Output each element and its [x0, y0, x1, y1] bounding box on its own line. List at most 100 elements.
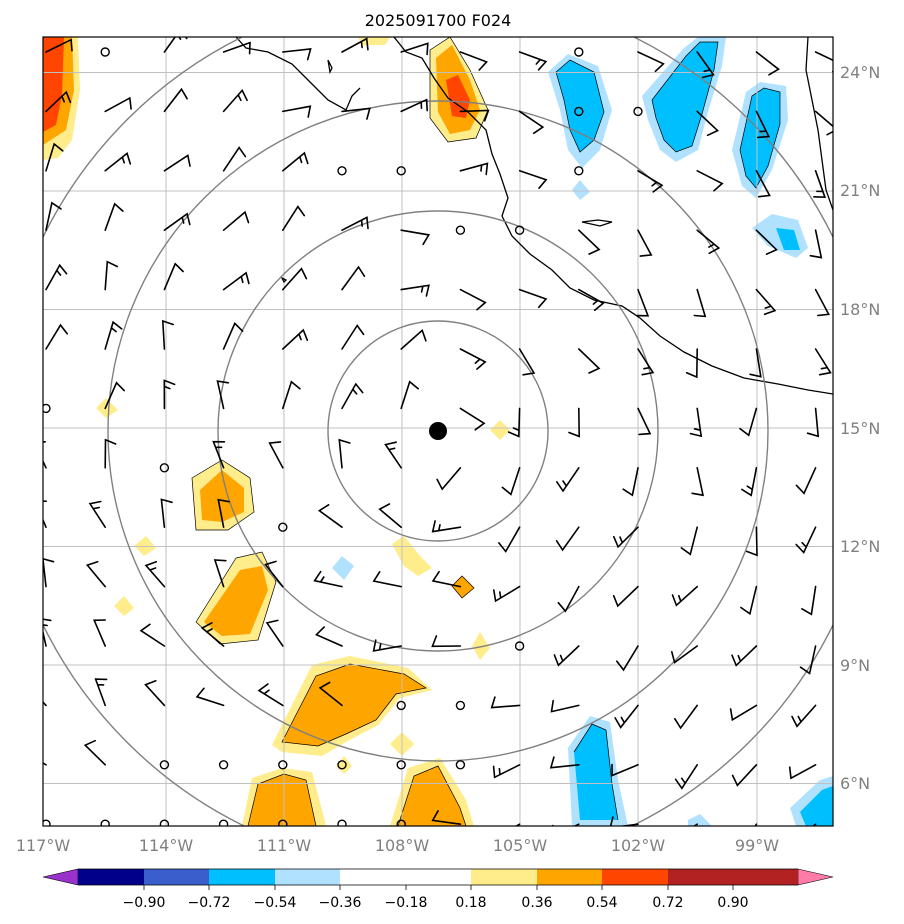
warm-area-west-b	[204, 566, 268, 636]
wind-barb	[755, 288, 777, 316]
colorbar-tick-label: −0.54	[254, 895, 297, 911]
colorbar-extend-min	[42, 868, 79, 886]
cool-area-east	[776, 228, 800, 250]
island-3	[280, 276, 288, 284]
wind-barb	[144, 680, 166, 707]
wind-barb	[518, 110, 545, 135]
wind-barb	[755, 229, 778, 255]
colorbar-bin	[406, 869, 471, 885]
wind-barb	[372, 571, 402, 588]
cool-area-se	[800, 786, 833, 826]
warm-area-sw	[248, 774, 316, 826]
wind-barb	[555, 526, 580, 552]
wind-barbs	[43, 37, 833, 826]
colorbar-bin	[144, 869, 209, 885]
colorbar-tick-label: 0.90	[717, 895, 748, 911]
wind-barb	[809, 229, 823, 259]
lat-label: 24°N	[840, 63, 880, 82]
wind-barb	[731, 645, 758, 667]
wind-barb	[518, 348, 536, 376]
calm-wind-marker	[100, 819, 110, 826]
wind-barb	[459, 288, 487, 311]
wind-barb	[671, 585, 698, 607]
wind-barb	[436, 467, 462, 491]
wind-barb	[740, 585, 758, 616]
wind-barb	[637, 170, 664, 193]
calm-wind-marker	[159, 819, 170, 826]
wind-barb	[612, 585, 639, 608]
wind-barb	[696, 110, 720, 137]
wind-barb	[341, 324, 365, 350]
wind-barb	[161, 319, 174, 350]
warm-area-south	[282, 664, 426, 746]
wind-barb	[696, 51, 715, 79]
coastline-mainland	[393, 37, 833, 395]
wind-barb	[613, 526, 639, 549]
lon-label: 108°W	[375, 836, 430, 855]
wind-barb	[104, 260, 118, 291]
wind-barb	[195, 687, 225, 707]
wind-barb	[200, 622, 225, 647]
wind-barb	[431, 810, 462, 825]
lon-label: 105°W	[493, 836, 548, 855]
colorbar-tick-label: 0.18	[455, 895, 486, 911]
calm-wind-marker	[337, 166, 347, 176]
wind-barb	[104, 96, 132, 113]
wind-barb	[45, 263, 68, 291]
wind-barb	[611, 763, 639, 777]
wind-barb	[315, 626, 343, 647]
wind-barb	[731, 764, 758, 787]
longitude-labels: 117°W 114°W 111°W 108°W 105°W 102°W 99°W	[16, 836, 779, 855]
wind-barb	[749, 348, 762, 378]
calm-wind-marker	[159, 463, 170, 473]
wind-barb	[104, 202, 124, 231]
calm-wind-marker	[514, 225, 525, 235]
wind-barb	[282, 205, 306, 231]
wind-barb	[163, 262, 184, 291]
calm-wind-marker	[396, 819, 406, 826]
calm-wind-marker	[455, 225, 466, 235]
wind-barb	[163, 87, 188, 113]
wind-barb	[490, 696, 521, 709]
colorbar-outline	[78, 868, 798, 886]
wind-barb	[85, 560, 106, 588]
wind-barb	[265, 619, 284, 647]
lon-label: 102°W	[611, 836, 666, 855]
wind-barb	[507, 407, 521, 438]
wind-barb	[144, 561, 166, 588]
wind-barb	[795, 467, 817, 495]
wind-barb	[400, 42, 429, 56]
wind-barb	[216, 380, 230, 410]
wind-barb	[493, 585, 521, 603]
wind-barb	[313, 570, 343, 588]
colorbar-bin	[78, 869, 144, 885]
wind-barb	[282, 151, 309, 172]
wind-barb	[549, 756, 580, 769]
positive-anomaly-areas	[43, 37, 510, 826]
coastline-baja	[235, 37, 361, 111]
calm-wind-marker	[218, 760, 229, 770]
wind-barb	[616, 645, 639, 672]
wind-barb	[674, 764, 698, 790]
wind-barb	[341, 37, 369, 53]
wind-barb	[459, 162, 489, 176]
colorbar-tick-label: −0.18	[385, 895, 428, 911]
wind-barb	[680, 526, 698, 556]
wind-barb	[459, 348, 487, 370]
wind-barb	[341, 107, 371, 120]
wind-barb	[459, 51, 488, 71]
wind-barb	[282, 380, 301, 410]
range-ring-2	[217, 210, 659, 652]
range-ring-1	[327, 320, 549, 542]
wind-barb	[556, 467, 580, 493]
calm-wind-marker	[159, 760, 170, 770]
wind-barb	[318, 681, 343, 707]
wind-barb	[637, 229, 653, 257]
wind-barb	[801, 585, 817, 616]
lon-label: 117°W	[16, 836, 71, 855]
colorbar-bin	[733, 869, 798, 885]
colorbar-tick-label: 0.54	[586, 895, 617, 911]
calm-wind-marker	[100, 47, 110, 57]
calm-wind-marker	[574, 47, 584, 57]
calm-wind-marker	[43, 819, 51, 826]
